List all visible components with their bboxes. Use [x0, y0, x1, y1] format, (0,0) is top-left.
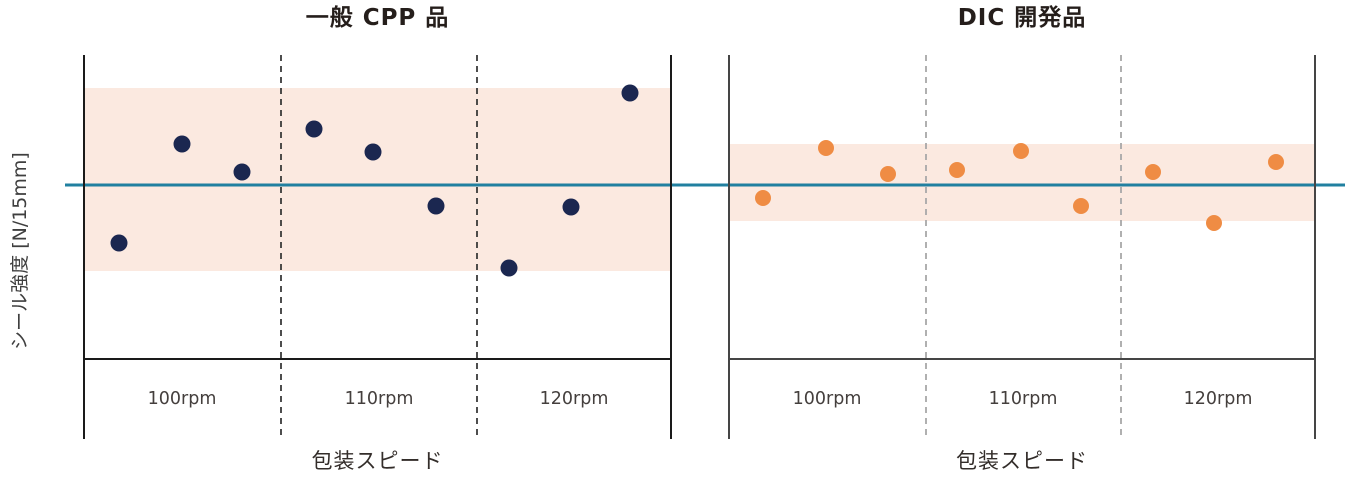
- data-point-110rpm: [305, 120, 323, 138]
- left-x-tick-110rpm: 110rpm: [344, 389, 414, 409]
- y-axis-label: シール強度 [N/15mm]: [9, 152, 31, 350]
- left-x-axis-title: 包装スピード: [311, 449, 444, 473]
- data-point-110rpm: [1073, 198, 1089, 214]
- data-point-120rpm: [1206, 215, 1222, 231]
- right-x-axis-title: 包装スピード: [956, 449, 1088, 473]
- data-point-100rpm: [233, 163, 251, 181]
- data-point-120rpm: [1145, 164, 1161, 180]
- data-point-110rpm: [427, 197, 445, 215]
- data-point-100rpm: [110, 234, 128, 252]
- left-x-tick-120rpm: 120rpm: [539, 389, 609, 409]
- data-point-120rpm: [500, 259, 518, 277]
- data-point-100rpm: [173, 135, 191, 153]
- data-point-110rpm: [949, 162, 965, 178]
- data-point-100rpm: [880, 166, 896, 182]
- data-point-110rpm: [364, 143, 382, 161]
- data-point-120rpm: [621, 84, 639, 102]
- right-x-tick-120rpm: 120rpm: [1183, 389, 1253, 409]
- data-point-100rpm: [818, 140, 834, 156]
- right-x-tick-100rpm: 100rpm: [792, 389, 862, 409]
- right-chart-title: DIC 開発品: [957, 5, 1087, 31]
- data-point-120rpm: [1268, 154, 1284, 170]
- left-x-tick-100rpm: 100rpm: [147, 389, 217, 409]
- data-point-120rpm: [562, 198, 580, 216]
- data-point-100rpm: [755, 190, 771, 206]
- variation-band: [84, 88, 671, 271]
- right-x-tick-110rpm: 110rpm: [988, 389, 1058, 409]
- left-chart-title: 一般 CPP 品: [305, 5, 450, 31]
- data-point-110rpm: [1013, 143, 1029, 159]
